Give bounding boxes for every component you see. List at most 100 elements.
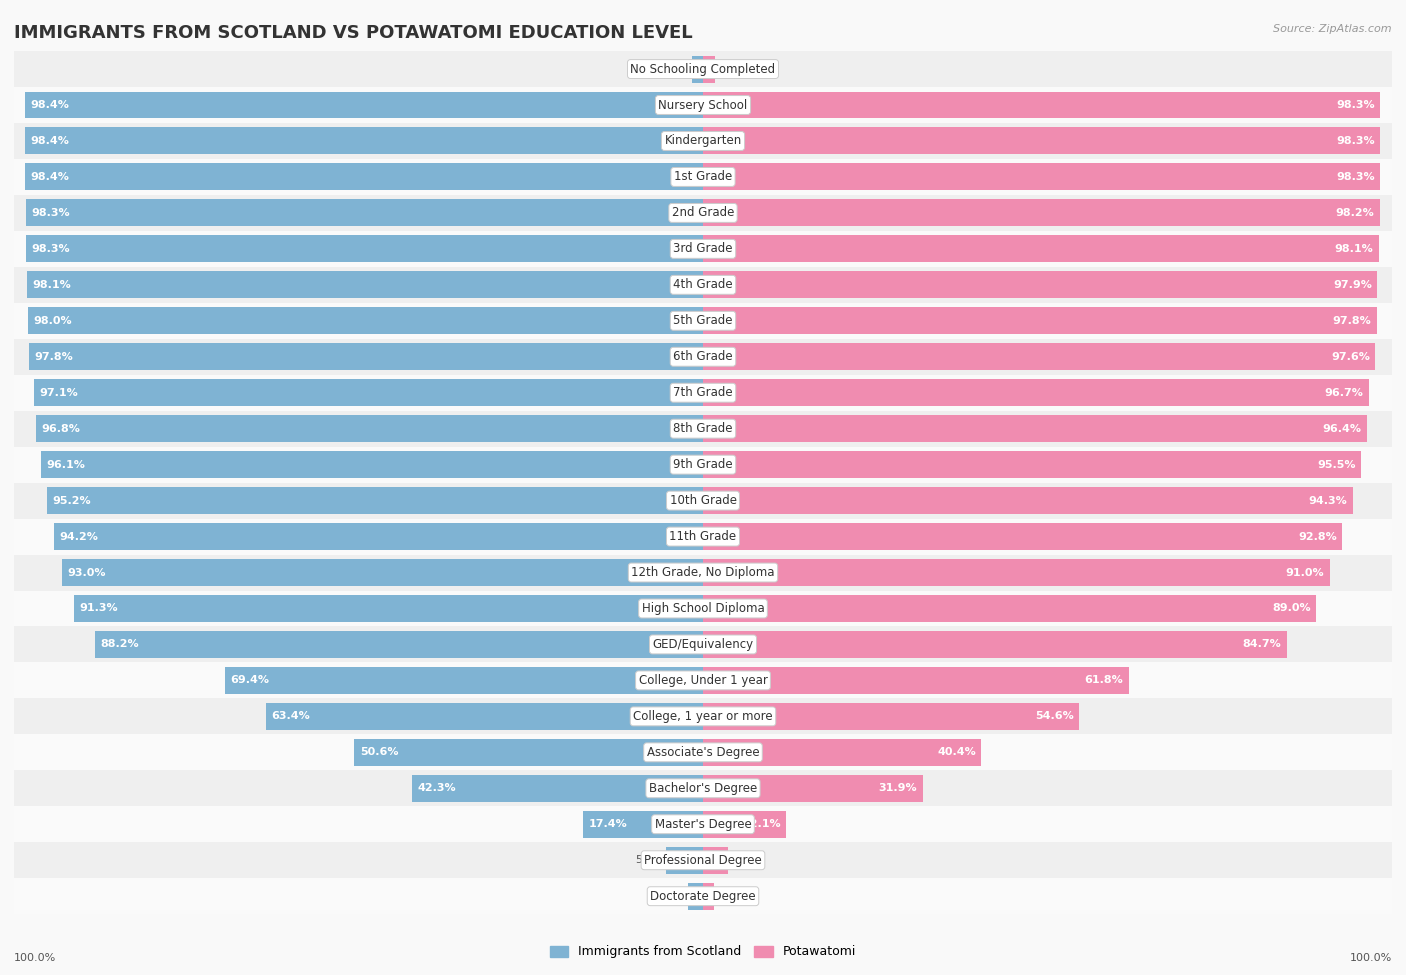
Bar bbox=[14, 627, 1392, 662]
Bar bbox=[14, 519, 1392, 555]
Text: IMMIGRANTS FROM SCOTLAND VS POTAWATOMI EDUCATION LEVEL: IMMIGRANTS FROM SCOTLAND VS POTAWATOMI E… bbox=[14, 24, 693, 42]
Text: 94.2%: 94.2% bbox=[59, 531, 98, 541]
Text: 7th Grade: 7th Grade bbox=[673, 386, 733, 399]
Bar bbox=[703, 451, 1361, 478]
Text: 54.6%: 54.6% bbox=[1035, 712, 1074, 722]
Bar bbox=[14, 195, 1392, 231]
Bar bbox=[412, 775, 703, 801]
Text: 40.4%: 40.4% bbox=[936, 748, 976, 758]
Text: 6th Grade: 6th Grade bbox=[673, 350, 733, 364]
Bar bbox=[266, 703, 703, 730]
Text: High School Diploma: High School Diploma bbox=[641, 602, 765, 615]
Bar bbox=[703, 667, 1129, 694]
Bar bbox=[25, 235, 703, 262]
Text: 50.6%: 50.6% bbox=[360, 748, 398, 758]
Bar bbox=[14, 806, 1392, 842]
Text: 84.7%: 84.7% bbox=[1243, 640, 1281, 649]
Bar bbox=[14, 267, 1392, 303]
Bar bbox=[666, 846, 703, 874]
Bar bbox=[354, 739, 703, 765]
Bar bbox=[703, 200, 1379, 226]
Bar bbox=[703, 415, 1367, 443]
Text: 10th Grade: 10th Grade bbox=[669, 494, 737, 507]
Bar bbox=[703, 846, 728, 874]
Text: College, Under 1 year: College, Under 1 year bbox=[638, 674, 768, 687]
Text: 98.0%: 98.0% bbox=[34, 316, 72, 326]
Bar bbox=[703, 343, 1375, 370]
Text: 17.4%: 17.4% bbox=[589, 819, 627, 830]
Text: 97.8%: 97.8% bbox=[35, 352, 73, 362]
Bar bbox=[703, 882, 714, 910]
Bar bbox=[688, 882, 703, 910]
Text: 98.4%: 98.4% bbox=[31, 172, 69, 182]
Bar bbox=[14, 159, 1392, 195]
Text: 98.1%: 98.1% bbox=[32, 280, 72, 290]
Bar bbox=[41, 451, 703, 478]
Text: 96.7%: 96.7% bbox=[1324, 388, 1364, 398]
Bar bbox=[703, 128, 1381, 154]
Bar bbox=[703, 559, 1330, 586]
Bar bbox=[703, 271, 1378, 298]
Text: 4th Grade: 4th Grade bbox=[673, 278, 733, 292]
Bar bbox=[25, 92, 703, 119]
Bar bbox=[75, 595, 703, 622]
Text: 11th Grade: 11th Grade bbox=[669, 530, 737, 543]
Bar bbox=[703, 703, 1080, 730]
Text: 93.0%: 93.0% bbox=[67, 567, 107, 577]
Bar bbox=[703, 235, 1379, 262]
Bar bbox=[34, 379, 703, 407]
Text: 98.3%: 98.3% bbox=[31, 208, 70, 217]
Bar bbox=[703, 739, 981, 765]
Text: 42.3%: 42.3% bbox=[418, 783, 456, 794]
Text: 95.2%: 95.2% bbox=[52, 495, 91, 506]
Text: No Schooling Completed: No Schooling Completed bbox=[630, 62, 776, 75]
Bar bbox=[703, 775, 922, 801]
Text: 91.0%: 91.0% bbox=[1286, 567, 1324, 577]
Bar bbox=[14, 842, 1392, 878]
Text: 98.3%: 98.3% bbox=[31, 244, 70, 254]
Bar bbox=[96, 631, 703, 658]
Bar bbox=[30, 343, 703, 370]
Text: 12th Grade, No Diploma: 12th Grade, No Diploma bbox=[631, 566, 775, 579]
Text: 5.3%: 5.3% bbox=[634, 855, 664, 865]
Text: 9th Grade: 9th Grade bbox=[673, 458, 733, 471]
Bar bbox=[703, 631, 1286, 658]
Bar bbox=[48, 488, 703, 514]
Text: Nursery School: Nursery School bbox=[658, 98, 748, 111]
Bar bbox=[703, 523, 1343, 550]
Bar bbox=[14, 698, 1392, 734]
Bar bbox=[37, 415, 703, 443]
Text: 2.2%: 2.2% bbox=[655, 891, 685, 901]
Text: 3rd Grade: 3rd Grade bbox=[673, 243, 733, 255]
Text: 1st Grade: 1st Grade bbox=[673, 171, 733, 183]
Bar bbox=[14, 734, 1392, 770]
Text: 97.6%: 97.6% bbox=[1331, 352, 1369, 362]
Bar bbox=[703, 379, 1369, 407]
Legend: Immigrants from Scotland, Potawatomi: Immigrants from Scotland, Potawatomi bbox=[544, 940, 862, 963]
Text: 92.8%: 92.8% bbox=[1298, 531, 1337, 541]
Bar bbox=[14, 591, 1392, 627]
Bar bbox=[14, 303, 1392, 338]
Bar bbox=[14, 51, 1392, 87]
Text: 100.0%: 100.0% bbox=[1350, 954, 1392, 963]
Text: Associate's Degree: Associate's Degree bbox=[647, 746, 759, 759]
Bar bbox=[53, 523, 703, 550]
Bar bbox=[225, 667, 703, 694]
Text: 88.2%: 88.2% bbox=[101, 640, 139, 649]
Bar bbox=[14, 123, 1392, 159]
Bar bbox=[583, 811, 703, 838]
Bar bbox=[14, 555, 1392, 591]
Bar bbox=[62, 559, 703, 586]
Bar bbox=[25, 200, 703, 226]
Bar bbox=[14, 410, 1392, 447]
Text: Doctorate Degree: Doctorate Degree bbox=[650, 890, 756, 903]
Bar bbox=[27, 271, 703, 298]
Text: 100.0%: 100.0% bbox=[14, 954, 56, 963]
Text: 2nd Grade: 2nd Grade bbox=[672, 207, 734, 219]
Bar bbox=[14, 338, 1392, 374]
Bar bbox=[703, 595, 1316, 622]
Bar bbox=[25, 128, 703, 154]
Bar bbox=[703, 164, 1381, 190]
Bar bbox=[703, 811, 786, 838]
Text: 1.7%: 1.7% bbox=[718, 64, 747, 74]
